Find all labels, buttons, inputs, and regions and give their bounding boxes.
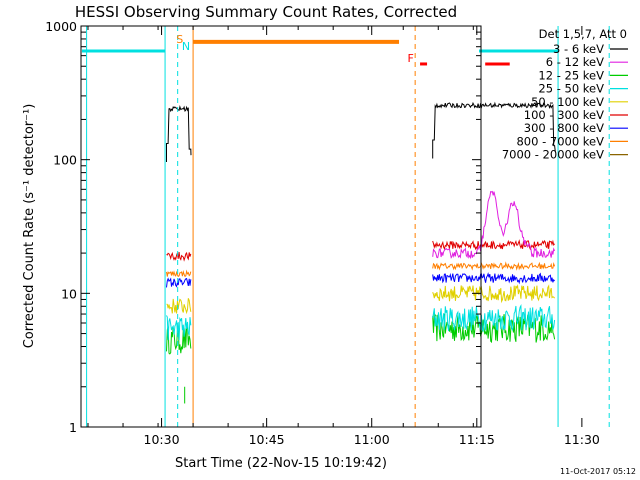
x-tick-label: 10:30 bbox=[144, 432, 180, 447]
legend-item-label: 3 - 6 keV bbox=[553, 42, 604, 56]
series-trace-800-7000keV bbox=[166, 269, 192, 278]
series-trace-25-50keV bbox=[166, 315, 192, 341]
legend-item-label: 50 - 100 keV bbox=[531, 95, 604, 109]
legend-item-label: 6 - 12 keV bbox=[546, 55, 604, 69]
legend-item-label: 7000 - 20000 keV bbox=[502, 148, 604, 162]
x-tick-label: 10:45 bbox=[249, 432, 285, 447]
series-trace-300-800keV bbox=[166, 277, 192, 288]
legend-item-label: 25 - 50 keV bbox=[538, 82, 604, 96]
legend-item-label: 100 - 300 keV bbox=[524, 108, 604, 122]
legend-item-label: 800 - 7000 keV bbox=[516, 134, 604, 148]
marker-label-f: F bbox=[407, 52, 413, 65]
plot-frame bbox=[80, 25, 482, 428]
y-tick-label: 10 bbox=[61, 286, 77, 301]
y-tick-label: 100 bbox=[53, 153, 77, 168]
chart-title: HESSI Observing Summary Count Rates, Cor… bbox=[75, 3, 457, 21]
x-tick-label: 11:15 bbox=[459, 432, 495, 447]
series-trace-25-50keV bbox=[432, 304, 556, 333]
legend-item-label: 300 - 800 keV bbox=[524, 121, 604, 135]
marker-layer: SN F bbox=[82, 26, 610, 427]
series-trace-50-100keV bbox=[432, 284, 555, 304]
series-trace-3-6keV bbox=[166, 104, 192, 162]
marker-label-n: N bbox=[182, 40, 190, 53]
series-trace-100-300keV bbox=[432, 239, 555, 251]
x-axis-label: Start Time (22-Nov-15 10:19:42) bbox=[175, 456, 387, 471]
series-trace-50-100keV bbox=[166, 298, 192, 315]
series-trace-800-7000keV bbox=[432, 261, 556, 271]
y-axis-label: Corrected Count Rate (s⁻¹ detector⁻¹) bbox=[22, 104, 37, 349]
x-tick-label: 11:30 bbox=[564, 432, 600, 447]
footer-timestamp: 11-Oct-2017 05:12 bbox=[560, 467, 636, 476]
y-tick-label: 1000 bbox=[45, 19, 77, 34]
series-trace-3-6keV bbox=[432, 101, 556, 159]
marker-label-s: S bbox=[176, 33, 183, 46]
series-trace-6-12keV bbox=[432, 190, 556, 260]
y-tick-label: 1 bbox=[69, 420, 77, 435]
series-trace-300-800keV bbox=[432, 272, 555, 285]
series-trace-100-300keV bbox=[166, 251, 192, 262]
legend-item-label: 12 - 25 keV bbox=[538, 68, 604, 82]
series-layer bbox=[166, 101, 556, 355]
x-tick-label: 11:00 bbox=[354, 432, 390, 447]
legend-title: Det 1,5,7, Att 0 bbox=[539, 27, 627, 41]
